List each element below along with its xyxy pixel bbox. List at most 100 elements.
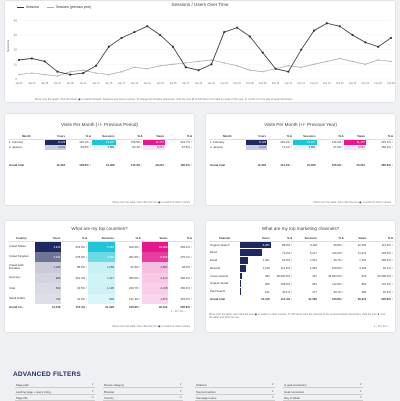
metric-switch-icon[interactable]: ▣ bbox=[158, 325, 161, 328]
month-previous-table[interactable]: Month Users% Δ Sessions% Δ Views% Δ 1. Febru… bbox=[209, 134, 394, 180]
filter-dropdown[interactable]: Page title ▼ bbox=[15, 395, 95, 401]
table-row[interactable]: Email 1,301 62.5% ↑ 1,511 45.7% ↑ 7,291 195.3%… bbox=[209, 257, 394, 265]
users-bar bbox=[239, 257, 248, 264]
series-line-0 bbox=[18, 22, 392, 76]
chevron-down-icon: ▼ bbox=[271, 390, 274, 393]
table-row[interactable]: 1. February 8,123 125.1% ↑ 13,187 155.5% ↑ 11… bbox=[8, 139, 193, 145]
table-row[interactable]: Direct 3,783 71.2% ↑ 5,217 116.2% ↑ 11,374 133… bbox=[209, 249, 394, 257]
month-current-table[interactable]: Month Users% Δ Sessions% Δ Views% Δ 1. Febru… bbox=[8, 134, 193, 180]
metric-switch-icon[interactable]: ▣ bbox=[359, 201, 362, 204]
filter-dropdown[interactable]: Campaign name ▼ bbox=[195, 395, 275, 401]
column-header[interactable]: Country bbox=[8, 236, 35, 242]
legend-sessions-prev[interactable]: Sessions (previous year) bbox=[46, 5, 91, 9]
column-header[interactable]: % Δ bbox=[365, 134, 394, 140]
table-row[interactable]: United States 4,914 215.9% ↑ 5,316 220.0% ↑ 1… bbox=[8, 241, 193, 252]
column-header[interactable]: Month bbox=[8, 134, 45, 140]
column-header[interactable]: Month bbox=[209, 134, 246, 140]
filter-dropdown[interactable]: Device category ▼ bbox=[103, 382, 183, 388]
vd-cell: 219.7% ↑ bbox=[180, 140, 192, 144]
row-label: India bbox=[9, 285, 16, 290]
table-row[interactable]: Organic Social 256 159.5% ↑ 281 112.9% ↑ 862 1… bbox=[209, 280, 394, 288]
filter-dropdown[interactable]: Country ▼ bbox=[103, 395, 183, 401]
x-tick-label: Feb 18 bbox=[323, 82, 331, 85]
column-header[interactable]: % Δ bbox=[316, 134, 345, 140]
filter-dropdown[interactable]: Browser ▼ bbox=[103, 389, 183, 395]
vd-cell: 195.3% ↑ bbox=[381, 258, 393, 263]
filter-dropdown[interactable]: Source/medium ▼ bbox=[195, 389, 275, 395]
next-page-icon[interactable]: › bbox=[185, 310, 186, 313]
filter-dropdown[interactable]: Channel ▼ bbox=[195, 382, 275, 388]
filter-dropdown[interactable]: Is goal conversion ▼ bbox=[283, 382, 363, 388]
countries-pager[interactable]: 1 - 10 / 10 ‹ › bbox=[171, 310, 186, 313]
column-header[interactable]: % Δ bbox=[115, 134, 144, 140]
drill-down-icon[interactable]: ⇵ bbox=[191, 98, 195, 101]
column-header[interactable]: Sessions bbox=[292, 134, 317, 140]
table-row[interactable]: Germany 986 361.3% ↑ 1,117 380.6% ↑ 2,413 309.… bbox=[8, 272, 193, 283]
vd-cell: 275.1% ↑ bbox=[180, 254, 192, 259]
column-header[interactable]: Sessions bbox=[293, 236, 318, 242]
table-row[interactable]: Organic Search 5,281 89.9% ↑ 9,118 96.8% ↑ 22… bbox=[209, 241, 394, 249]
column-header[interactable]: % Δ bbox=[164, 134, 193, 140]
column-header[interactable]: % Δ bbox=[317, 236, 345, 242]
ud-cell: 125.1% ↑ bbox=[79, 140, 91, 144]
column-header[interactable]: Views bbox=[344, 134, 366, 140]
views-cell: 11,374 bbox=[357, 250, 367, 255]
table-row[interactable]: Referral 1,128 112.6% ↑ 1,384 108.0% ↑ 3,182 9… bbox=[209, 264, 394, 272]
table-row[interactable]: Cross-network 383 38,000.0% ↑ 437 43,600.0% … bbox=[209, 272, 394, 280]
x-tick-label: Jan 21 bbox=[144, 82, 152, 85]
column-header[interactable]: Users bbox=[44, 134, 67, 140]
table-row[interactable]: India 842 32.5% ↑ 1,145 229.7% ↑ 2,138 150.4% … bbox=[8, 283, 193, 294]
table-row[interactable]: Paid Search 161 40.1% ↑ 277 39.1% ↑ 582 40.3% … bbox=[209, 288, 394, 296]
ud-cell: 125.1% ↑ bbox=[280, 140, 292, 144]
row-label: 2. January bbox=[9, 144, 23, 149]
column-header[interactable]: % Δ bbox=[267, 134, 293, 140]
column-header[interactable]: % Δ bbox=[61, 236, 89, 242]
sd-cell: 108.0% ↑ bbox=[331, 266, 344, 271]
chevron-down-icon: ▼ bbox=[179, 396, 182, 399]
table-row[interactable]: Saudi Arabia 731 31.9% ↑ 834 131.3% ↑ 1,876 16… bbox=[8, 293, 193, 304]
filter-dropdown[interactable]: Landing page + query string ▼ bbox=[15, 389, 95, 395]
column-header[interactable]: % Δ bbox=[66, 134, 92, 140]
column-header[interactable]: Sessions bbox=[91, 134, 116, 140]
column-header[interactable]: Users bbox=[239, 236, 271, 242]
column-header[interactable]: Channel bbox=[209, 236, 240, 242]
column-header[interactable]: % Δ bbox=[114, 236, 142, 242]
filter-label: Day of Week bbox=[284, 395, 300, 400]
grand-total-views: 30,312 bbox=[155, 163, 164, 167]
column-header[interactable]: % Δ bbox=[270, 236, 294, 242]
column-header[interactable]: % Δ bbox=[168, 236, 193, 242]
drill-down-icon[interactable]: ⇵ bbox=[377, 313, 380, 316]
metric-switch-icon[interactable]: ▣ bbox=[254, 313, 258, 316]
legend-sessions[interactable]: Sessions bbox=[17, 5, 39, 9]
data-point bbox=[159, 64, 162, 67]
channels-pager[interactable]: 1 - 10 / 12 ‹ › bbox=[374, 325, 389, 328]
filter-dropdown[interactable]: Goal conversion ▼ bbox=[283, 389, 363, 395]
column-header[interactable]: Sessions bbox=[88, 236, 115, 242]
data-point bbox=[390, 60, 392, 63]
channels-table[interactable]: Channel Users% Δ Sessions% Δ Views% Δ Organi… bbox=[209, 236, 394, 302]
x-tick-label: Feb 06 bbox=[246, 82, 254, 85]
table-row[interactable]: United Kingdom 3,192 275.6% ↑ 3,459 402.9% ↑… bbox=[8, 251, 193, 262]
column-header[interactable]: Views bbox=[143, 134, 165, 140]
next-page-icon[interactable]: › bbox=[388, 325, 389, 328]
sessions-line-chart[interactable]: 40 30 20 10 0 Sessions Jan 01 Jan 03 Jan 05 Jan 0… bbox=[5, 7, 397, 95]
column-header[interactable]: Views bbox=[344, 236, 368, 242]
filter-dropdown[interactable]: Day of Week ▼ bbox=[283, 395, 363, 401]
column-header[interactable]: Views bbox=[141, 236, 169, 242]
table-row[interactable]: 2. January 3,441 -69.8% ↓ 3,881 -63.1% ↓ 5,01… bbox=[8, 144, 193, 150]
grand-total-label: Grand tot... bbox=[9, 305, 24, 309]
column-header[interactable]: Users bbox=[34, 236, 62, 242]
column-header[interactable]: % Δ bbox=[367, 236, 394, 242]
sessions-cell: 437 bbox=[312, 274, 317, 279]
legend-sessions-label: Sessions bbox=[26, 5, 39, 9]
column-header[interactable]: Users bbox=[245, 134, 268, 140]
table-row[interactable]: United Arab Emirates 1,189 85.5% ↑ 1,259 51.… bbox=[8, 262, 193, 273]
table-row[interactable]: 2. January 3,441 71.1% ↑ 3,881 67.8% ↑ 5,017 1… bbox=[209, 144, 394, 150]
countries-table[interactable]: Country Users% Δ Sessions% Δ Views% Δ United… bbox=[8, 236, 193, 310]
data-point bbox=[184, 61, 187, 64]
filter-dropdown[interactable]: Page path ▼ bbox=[15, 382, 95, 388]
table-row[interactable]: 1. February 8,123 125.1% ↑ 13,187 134.0% ↑ 11… bbox=[209, 139, 394, 145]
metric-switch-icon[interactable]: ▣ bbox=[158, 201, 161, 204]
switch-metric-icon[interactable]: ▣ bbox=[78, 98, 81, 101]
row-label: United Arab Emirates bbox=[9, 263, 24, 271]
